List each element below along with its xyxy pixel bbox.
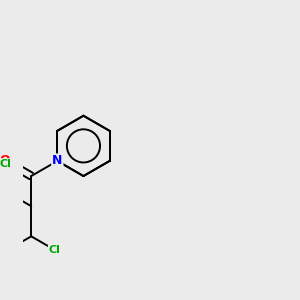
- Text: N: N: [52, 154, 62, 167]
- Text: Cl: Cl: [49, 245, 61, 255]
- Text: O: O: [0, 154, 11, 167]
- Text: Cl: Cl: [0, 159, 11, 169]
